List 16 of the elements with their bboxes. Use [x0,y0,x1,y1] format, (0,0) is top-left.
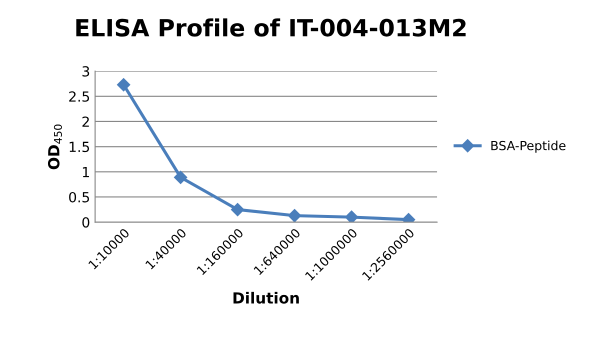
legend-label: BSA-Peptide [491,140,566,153]
y-tick-label: 2 [82,116,89,127]
point [174,170,188,184]
point [288,209,302,222]
point [231,202,244,216]
point [117,78,130,92]
y-tick-label: 0.5 [69,192,90,202]
y-tick-label: 1 [82,166,89,178]
y-tick-label: 2.5 [69,91,90,102]
x-axis-title: Dilution [234,292,299,304]
y-tick-label: 3 [82,66,90,77]
point [344,210,358,222]
chart-title: ELISA Profile of IT-004-013M2 [76,18,466,37]
y-tick-label: 0 [82,217,90,228]
y-tick-label: 1.5 [70,142,90,152]
y-axis-title: OD$_{450}$ [48,124,62,170]
